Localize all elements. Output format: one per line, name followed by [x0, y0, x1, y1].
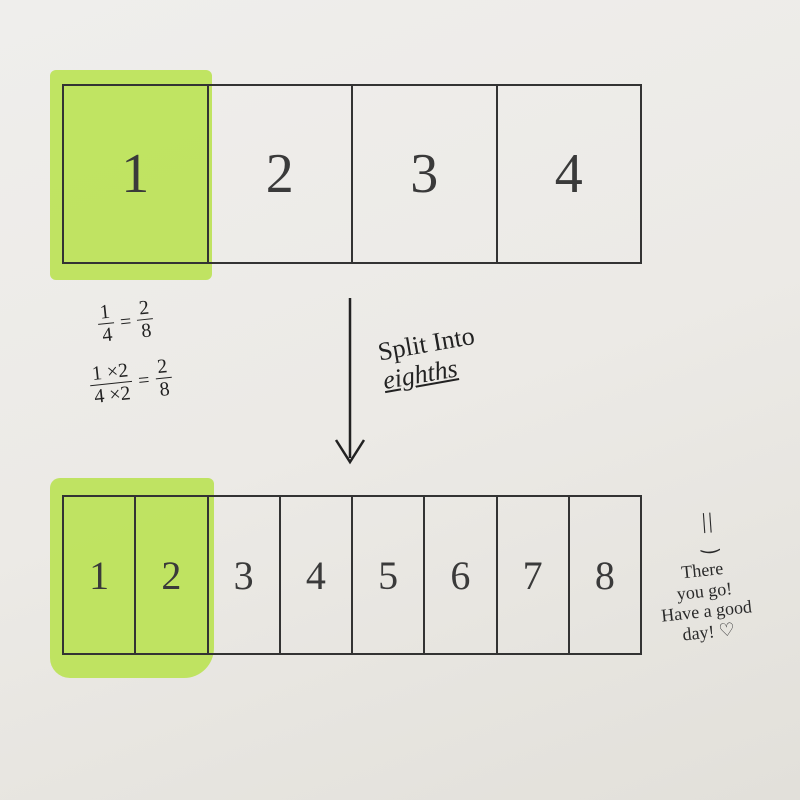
fourths-cell: 4 — [498, 86, 641, 262]
eq2-numR: 2 — [153, 356, 171, 380]
eq2-equals: = — [137, 369, 151, 392]
eighths-cell: 4 — [281, 497, 353, 653]
eq1-denR: 8 — [140, 319, 152, 341]
side-msg-l4: day! ♡ — [681, 619, 735, 644]
fourths-cell: 2 — [209, 86, 354, 262]
fourths-cell: 1 — [64, 86, 209, 262]
eighths-strip: 1 2 3 4 5 6 7 8 — [62, 495, 642, 655]
eq1-numL: 1 — [96, 301, 114, 325]
fourths-strip: 1 2 3 4 — [62, 84, 642, 264]
equation-1: 1 4 = 2 8 — [96, 297, 155, 346]
eq2-denR: 8 — [158, 378, 170, 400]
equation-2: 1 ×2 4 ×2 = 2 8 — [88, 356, 174, 407]
down-arrow-icon — [330, 290, 370, 480]
eq1-numR: 2 — [135, 297, 153, 321]
arrow-label: Split Into eighths — [376, 322, 482, 395]
eighths-cell: 8 — [570, 497, 640, 653]
eighths-cell: 3 — [209, 497, 281, 653]
eq1-denL: 4 — [101, 324, 113, 346]
eighths-cell: 2 — [136, 497, 208, 653]
side-message: There you go! Have a good day! ♡ — [656, 555, 755, 647]
eighths-cell: 7 — [498, 497, 570, 653]
eq2-denL: 4 ×2 — [93, 382, 131, 407]
eq1-equals: = — [119, 310, 133, 333]
eighths-cell: 6 — [425, 497, 497, 653]
fourths-cell: 3 — [353, 86, 498, 262]
eighths-cell: 5 — [353, 497, 425, 653]
eighths-cell: 1 — [64, 497, 136, 653]
smiley-icon: || ‿ — [698, 507, 719, 554]
